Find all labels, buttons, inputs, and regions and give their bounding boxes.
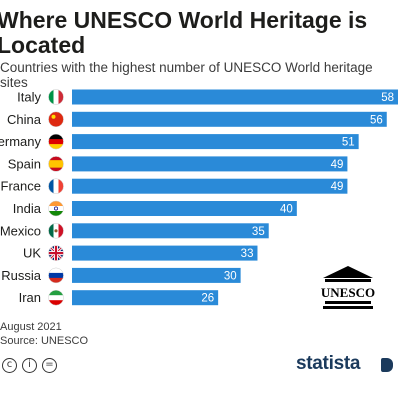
bar xyxy=(72,111,387,127)
italy-flag-icon xyxy=(48,89,64,105)
bar xyxy=(72,201,297,216)
russia-flag-icon xyxy=(48,267,64,284)
value-label: 58 xyxy=(381,92,394,104)
spain-flag-icon xyxy=(48,156,64,172)
footer-source: Source: UNESCO xyxy=(0,335,89,347)
chart-subtitle: Countries with the highest number of UNE… xyxy=(0,60,373,90)
bar-row: UK 33 xyxy=(23,245,258,261)
statista-brand[interactable]: statista xyxy=(296,353,361,374)
bar xyxy=(72,223,269,239)
china-flag-icon xyxy=(48,111,64,128)
statista-logo-icon xyxy=(381,358,393,372)
footer-date: August 2021 xyxy=(0,321,62,333)
value-label: 49 xyxy=(331,159,344,171)
country-label: India xyxy=(13,201,42,216)
country-label: Spain xyxy=(8,156,41,171)
value-label: 51 xyxy=(342,137,355,149)
attribution-icon[interactable]: i xyxy=(22,358,37,373)
bar xyxy=(72,245,258,261)
bar xyxy=(72,267,241,283)
bar-row: Iran 26 xyxy=(19,289,219,306)
bar xyxy=(72,290,219,306)
country-label: Italy xyxy=(17,90,41,105)
bar-row: Italy 58 xyxy=(17,89,398,105)
unesco-logo-icon: UNESCO xyxy=(321,266,375,309)
india-flag-icon xyxy=(48,200,64,217)
country-label: France xyxy=(1,179,41,194)
bar-row: Mexico 35 xyxy=(0,223,269,239)
chart-title: Where UNESCO World Heritage is Located xyxy=(0,7,368,58)
country-label: Germany xyxy=(0,134,41,149)
bar xyxy=(72,156,348,172)
value-label: 26 xyxy=(201,293,214,305)
value-label: 40 xyxy=(280,204,293,216)
mexico-flag-icon xyxy=(48,223,64,239)
value-label: 56 xyxy=(370,114,383,126)
bar-chart: Italy 58 China 56 Germany 51 Spain 49 France 49 In… xyxy=(0,89,398,306)
value-label: 49 xyxy=(331,181,344,193)
no-derivatives-icon[interactable]: = xyxy=(42,358,57,373)
iran-flag-icon xyxy=(48,289,64,306)
creative-commons-icon[interactable]: c xyxy=(2,358,17,373)
license-icons: c i = xyxy=(2,358,57,373)
bar-row: Spain 49 xyxy=(8,156,348,172)
bar xyxy=(72,89,398,105)
country-label: China xyxy=(7,112,42,127)
bar xyxy=(72,178,348,194)
value-label: 30 xyxy=(224,270,237,282)
bar-row: India 40 xyxy=(13,200,297,217)
country-label: Iran xyxy=(19,290,41,305)
unesco-logo-text: UNESCO xyxy=(321,285,375,300)
bar-row: China 56 xyxy=(7,111,387,128)
uk-flag-icon xyxy=(48,245,64,261)
bar xyxy=(72,134,359,150)
france-flag-icon xyxy=(48,178,64,194)
germany-flag-icon xyxy=(48,133,64,150)
bar-row: Germany 51 xyxy=(0,133,359,150)
bar-row: Russia 30 xyxy=(1,267,241,284)
value-label: 33 xyxy=(241,248,254,260)
country-label: Russia xyxy=(1,268,42,283)
value-label: 35 xyxy=(252,226,265,238)
country-label: Mexico xyxy=(0,223,41,238)
country-label: UK xyxy=(23,246,41,261)
bar-row: France 49 xyxy=(1,178,348,194)
